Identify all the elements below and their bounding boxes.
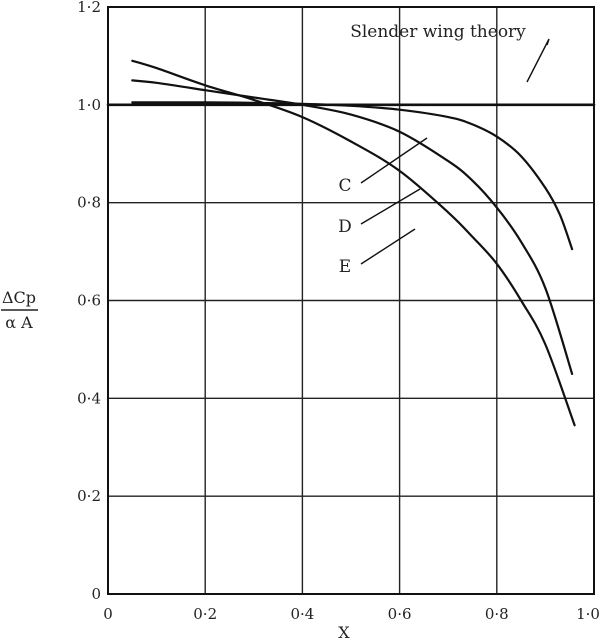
y-tick-label: 1·0 [77,96,101,114]
x-tick-label: 0 [103,605,113,623]
y-axis-label-denominator: α A [5,313,33,332]
y-axis-label-numerator: ΔCp [2,288,36,307]
plot-frame [107,6,595,595]
x-tick-label: 1·0 [576,605,600,623]
x-tick-label: 0·4 [290,605,314,623]
x-tick-labels: 0 0·2 0·4 0·6 0·8 1·0 [103,605,600,623]
series-line-e [131,59,576,427]
annotation-d-leader [360,188,421,225]
x-axis-label: X [338,623,350,642]
y-tick-label: 1·2 [77,0,101,16]
annotation-e-leader [360,228,416,265]
series-line-d [131,79,574,375]
annotation-c-label: C [338,176,351,196]
annotation-c-leader [360,137,428,184]
y-tick-label: 0·8 [77,194,101,212]
y-tick-label: 0·6 [77,292,101,310]
annotation-slender-wing-theory-leader [526,38,550,83]
x-tick-label: 0·6 [388,605,412,623]
x-tick-label: 0·2 [193,605,217,623]
y-tick-labels: 0 0·2 0·4 0·6 0·8 1·0 1·2 [77,0,101,603]
y-axis-label: ΔCp α A [1,288,38,332]
y-tick-label: 0 [91,585,101,603]
y-tick-label: 0·2 [77,487,101,505]
annotations: Slender wing theory C DE [338,22,550,277]
x-tick-label: 0·8 [485,605,509,623]
annotation-d-label: D [338,217,352,237]
annotation-e-label: E [339,257,351,277]
series-line-c [131,101,574,251]
curves [106,59,596,427]
y-tick-label: 0·4 [77,389,101,407]
annotation-slender-wing-theory-label: Slender wing theory [350,22,526,42]
